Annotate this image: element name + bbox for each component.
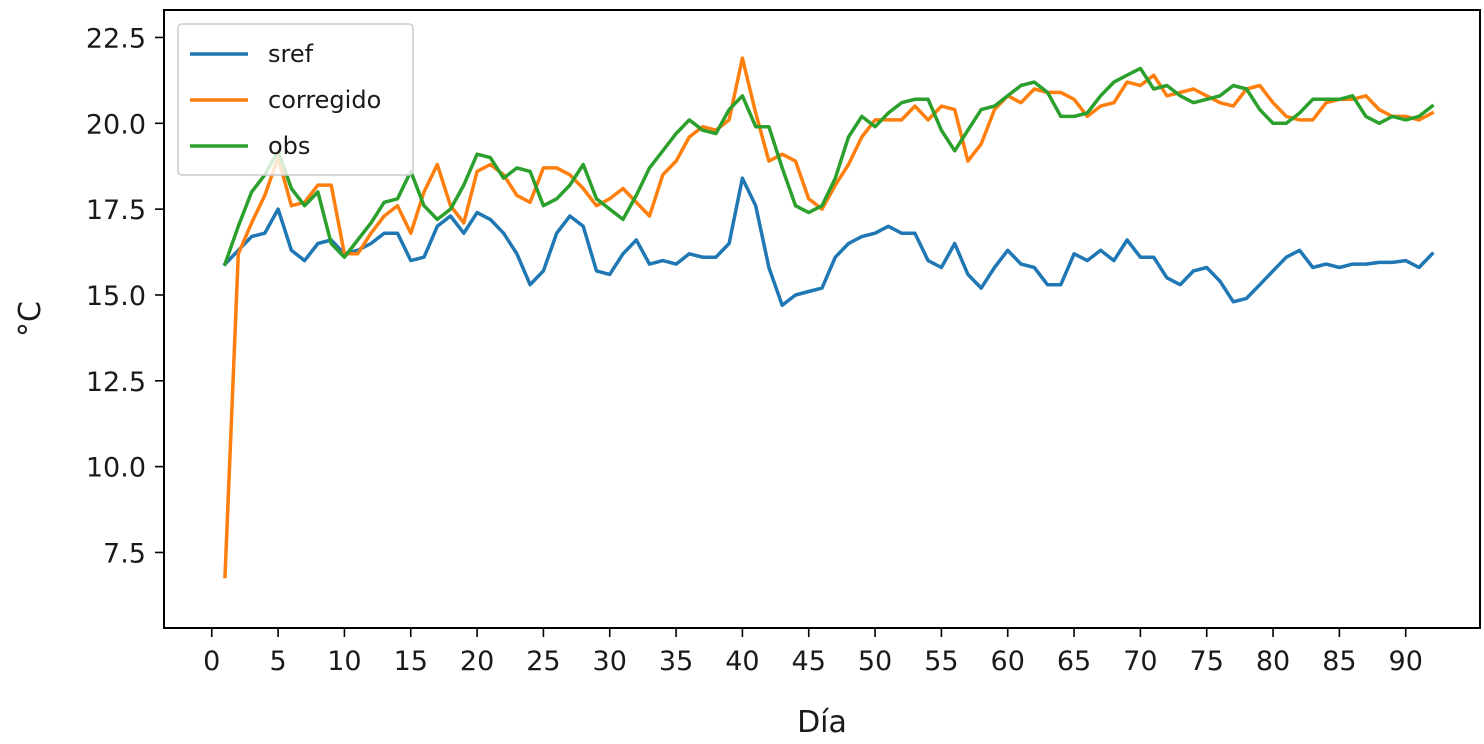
y-axis-label: °C — [13, 301, 48, 337]
y-tick-label: 15.0 — [86, 281, 146, 312]
series-line-obs — [222, 66, 1435, 267]
y-tick-label: 17.5 — [86, 195, 146, 226]
x-tick-label: 85 — [1322, 646, 1356, 677]
x-tick-label: 5 — [269, 646, 286, 677]
series-line-corregido — [223, 56, 1435, 579]
legend-label-corregido: corregido — [268, 86, 381, 114]
x-tick-label: 50 — [858, 646, 892, 677]
legend-label-obs: obs — [268, 132, 310, 160]
x-tick-label: 55 — [924, 646, 958, 677]
x-tick-label: 45 — [792, 646, 826, 677]
x-tick-label: 40 — [725, 646, 759, 677]
x-tick-label: 0 — [203, 646, 220, 677]
legend-box — [177, 23, 414, 176]
legend: sref corregido obs — [177, 23, 414, 176]
x-tick-label: 15 — [394, 646, 428, 677]
x-tick-label: 20 — [460, 646, 494, 677]
x-tick-label: 10 — [327, 646, 361, 677]
x-tick-label: 35 — [659, 646, 693, 677]
y-tick-label: 12.5 — [86, 367, 146, 398]
y-axis: 7.5 10.0 12.5 15.0 17.5 20.0 22.5 — [86, 23, 164, 569]
x-axis-label: Día — [797, 705, 847, 740]
y-tick-label: 10.0 — [86, 453, 146, 484]
legend-label-sref: sref — [268, 40, 314, 68]
series-layer — [222, 56, 1435, 579]
y-tick-label: 7.5 — [103, 538, 146, 569]
plot-frame — [163, 9, 1481, 629]
x-tick-label: 30 — [593, 646, 627, 677]
series-line-sref — [222, 176, 1435, 308]
x-tick-label: 75 — [1190, 646, 1224, 677]
y-tick-label: 22.5 — [86, 23, 146, 54]
x-axis: 0 5 10 15 20 25 30 35 40 45 50 55 60 65 70 75 80 85 90 — [203, 628, 1423, 677]
x-tick-label: 80 — [1256, 646, 1290, 677]
x-tick-label: 60 — [991, 646, 1025, 677]
x-tick-label: 90 — [1389, 646, 1423, 677]
y-tick-label: 20.0 — [86, 109, 146, 140]
x-tick-label: 65 — [1057, 646, 1091, 677]
x-tick-label: 25 — [526, 646, 560, 677]
x-tick-label: 70 — [1123, 646, 1157, 677]
